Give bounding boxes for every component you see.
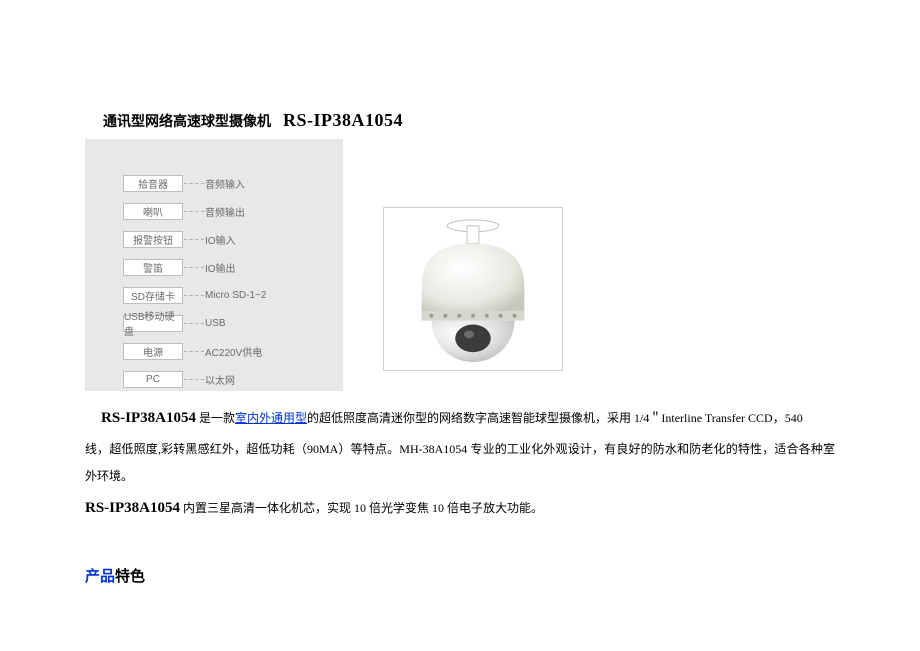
connector-icon <box>184 211 204 212</box>
desc-text: 内置三星高清一体化机芯，实现 10 倍光学变焦 10 倍电子放大功能。 <box>180 501 543 515</box>
connector-icon <box>184 295 204 296</box>
section-title-2: 特色 <box>115 569 145 585</box>
diagram-left: 警笛 <box>123 259 183 276</box>
diagram-right: 音频输出 <box>205 204 245 219</box>
desc-text: 的超低照度高清迷你型的网络数字高速智能球型摄像机，采用 1/4＂Interlin… <box>307 411 803 425</box>
desc-text: 线，超低照度,彩转黑感红外，超低功耗（90MA）等特点。MH-38A1054 专… <box>85 442 835 484</box>
diagram-row: 警笛 IO输出 <box>85 253 343 281</box>
description: RS-IP38A1054 是一款室内外通用型的超低照度高清迷你型的网络数字高速智… <box>85 401 835 525</box>
section-title-1: 产品 <box>85 569 115 585</box>
diagram-left: USB移动硬盘 <box>123 315 183 332</box>
diagram-right: 以太网 <box>205 372 235 387</box>
diagram-row: 电源 AC220V供电 <box>85 337 343 365</box>
diagram-right: USB <box>205 318 226 329</box>
product-photo <box>383 207 563 371</box>
diagram-row: PC 以太网 <box>85 365 343 393</box>
title-model: RS-IP38A1054 <box>283 110 403 131</box>
connector-icon <box>184 379 204 380</box>
section-title: 产品特色 <box>85 565 835 586</box>
connector-icon <box>184 267 204 268</box>
diagram-left: 报警按钮 <box>123 231 183 248</box>
diagram-row: SD存储卡 Micro SD-1~2 <box>85 281 343 309</box>
diagram-right: IO输出 <box>205 260 236 275</box>
desc-model: RS-IP38A1054 <box>101 410 196 426</box>
desc-link[interactable]: 室内外通用型 <box>235 411 307 425</box>
desc-model2: RS-IP38A1054 <box>85 500 180 516</box>
io-diagram: 拾音器 音频输入 喇叭 音频输出 报警按钮 IO输入 警笛 IO输出 SD存储卡 Micr… <box>85 139 343 391</box>
connector-icon <box>184 351 204 352</box>
diagram-row: USB移动硬盘 USB <box>85 309 343 337</box>
diagram-left: 电源 <box>123 343 183 360</box>
desc-text: 是一款 <box>196 411 235 425</box>
diagram-left: SD存储卡 <box>123 287 183 304</box>
connector-icon <box>184 183 204 184</box>
title-cn: 通讯型网络高速球型摄像机 <box>103 111 271 131</box>
diagram-right: 音频输入 <box>205 176 245 191</box>
product-photo-wrap <box>383 207 563 376</box>
diagram-left: 喇叭 <box>123 203 183 220</box>
media-row: 拾音器 音频输入 喇叭 音频输出 报警按钮 IO输入 警笛 IO输出 SD存储卡 Micr… <box>85 139 835 391</box>
diagram-right: Micro SD-1~2 <box>205 290 266 301</box>
diagram-row: 拾音器 音频输入 <box>85 169 343 197</box>
diagram-right: IO输入 <box>205 232 236 247</box>
diagram-row: 喇叭 音频输出 <box>85 197 343 225</box>
connector-icon <box>184 239 204 240</box>
diagram-right: AC220V供电 <box>205 344 262 359</box>
page-title: 通讯型网络高速球型摄像机 RS-IP38A1054 <box>103 110 835 131</box>
diagram-left: PC <box>123 371 183 388</box>
connector-icon <box>184 323 204 324</box>
diagram-left: 拾音器 <box>123 175 183 192</box>
diagram-row: 报警按钮 IO输入 <box>85 225 343 253</box>
